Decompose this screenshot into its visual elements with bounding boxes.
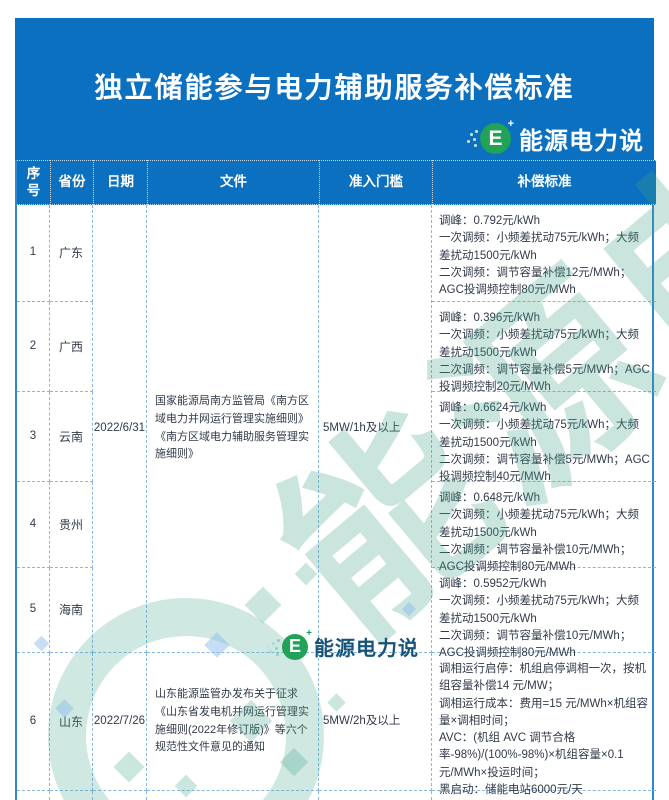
plus-mark-icon: + [306, 627, 312, 639]
col-header-document: 文件 [147, 160, 319, 205]
cell-date: 2022/7/26 [93, 653, 147, 791]
cell-cutoff [432, 791, 656, 800]
cell-date-merged: 2022/6/31 [93, 205, 147, 653]
col-header-threshold: 准入门槛 [319, 160, 432, 205]
brand-e-icon: E + [473, 118, 514, 154]
plus-mark-icon: + [507, 118, 514, 130]
cell-cutoff [147, 791, 319, 800]
page-title: 独立储能参与电力辅助服务补偿标准 [94, 72, 575, 103]
cell-compensation: 调峰：0.792元/kWh 一次调频：小频差扰动75元/kWh；大频差扰动150… [432, 205, 656, 302]
col-header-date: 日期 [93, 160, 147, 205]
dust-dots-icon [275, 646, 278, 650]
cell-seq: 2 [17, 302, 50, 392]
compensation-table: 序号 省份 日期 文件 准入门槛 补偿标准 1 广东 2022/6/31 国家能… [15, 160, 656, 800]
cell-compensation: 调峰：0.5952元/kWh 一次调频：小频差扰动75元/kWh；大频差扰动15… [432, 568, 656, 659]
cell-cutoff [93, 791, 147, 800]
cell-compensation: 调峰：0.6624元/kWh 一次调频：小频差扰动75元/kWh；大频差扰动15… [432, 392, 656, 483]
brand-e-icon: E + [275, 628, 312, 660]
col-header-province: 省份 [50, 160, 93, 205]
cell-seq: 6 [17, 653, 50, 791]
cell-seq: 5 [17, 568, 50, 653]
cell-province: 广西 [50, 302, 93, 392]
brand-name: 能源电力说 [519, 128, 644, 155]
header-band: 独立储能参与电力辅助服务补偿标准 E + 能源电力说 [15, 18, 654, 160]
brand-logo: E + 能源电力说 [473, 118, 644, 156]
cell-province: 海南 [50, 568, 93, 653]
cell-compensation: 调峰：0.396元/kWh 一次调频：小频差扰动75元/kWh；大频差扰动150… [432, 302, 656, 393]
brand-icon-letter: E [288, 636, 301, 656]
mid-brand-logo: E + 能源电力说 [275, 628, 419, 661]
table-panel: 独立储能参与电力辅助服务补偿标准 E + 能源电力说 序号 省份 日期 文件 准… [15, 18, 656, 800]
cell-cutoff [50, 791, 93, 800]
brand-name: 能源电力说 [314, 638, 419, 660]
cell-compensation: 调相运行启停：机组启停调相一次，按机组容量补偿14 元/MW； 调相运行成本：费… [432, 653, 656, 796]
cell-threshold: 5MW/2h及以上 [319, 653, 432, 791]
cell-compensation: 调峰：0.648元/kWh 一次调频：小频差扰动75元/kWh；大频差扰动150… [432, 482, 656, 573]
col-header-seq: 序号 [17, 160, 50, 205]
cell-province: 云南 [50, 392, 93, 482]
col-header-standard: 补偿标准 [432, 160, 656, 205]
cell-seq: 4 [17, 482, 50, 568]
cell-province: 广东 [50, 205, 93, 302]
cell-province: 贵州 [50, 482, 93, 568]
cell-cutoff [319, 791, 432, 800]
cell-threshold-merged: 5MW/1h及以上 [319, 205, 432, 653]
cell-cutoff [17, 791, 50, 800]
dust-dots-icon [473, 138, 476, 141]
cell-document-merged: 国家能源局南方监管局《南方区域电力并网运行管理实施细则》《南方区域电力辅助服务管… [147, 205, 319, 653]
cell-seq: 1 [17, 205, 50, 302]
cell-province: 山东 [50, 653, 93, 791]
cell-document: 山东能源监管办发布关于征求《山东省发电机并网运行管理实施细则(2022年修订版)… [147, 653, 319, 791]
cell-seq: 3 [17, 392, 50, 482]
brand-icon-letter: E [488, 126, 503, 150]
